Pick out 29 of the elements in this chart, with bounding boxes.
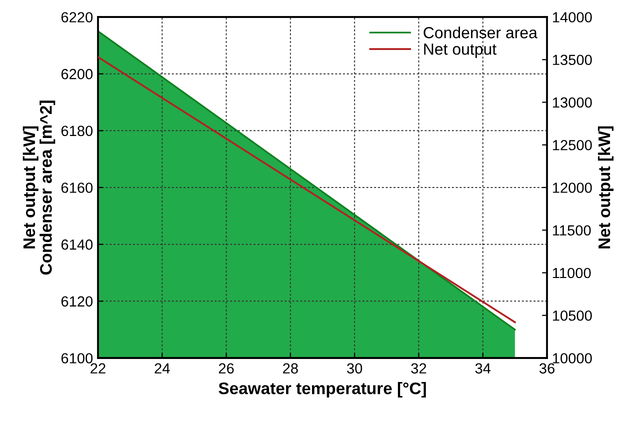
y-tick-label: 6160 <box>61 182 93 193</box>
y-tick-label: 6180 <box>61 126 93 136</box>
x-tick-label: 32 <box>411 363 426 374</box>
x-tick-label: 22 <box>90 363 106 374</box>
x-tick-label: 28 <box>283 363 298 374</box>
y-axis-title: Net output [kW] Condenser area [m^2] <box>22 100 56 275</box>
x-tick-label: 34 <box>475 363 491 374</box>
y2-tick-label: 11500 <box>552 225 591 236</box>
legend-label: Condenser area <box>424 26 538 38</box>
y2-tick-label: 11000 <box>552 268 591 278</box>
y2-tick-label: 12500 <box>552 140 592 150</box>
y-tick-label: 6200 <box>61 68 93 80</box>
y2-tick-label: 13000 <box>552 97 592 108</box>
x-tick-label: 26 <box>218 363 234 374</box>
y-tick-label: 6220 <box>61 12 93 22</box>
x-tick-label: 36 <box>539 363 554 374</box>
y2-tick-label: 10000 <box>552 353 592 364</box>
y2-axis-title: Net output [kW] <box>598 126 614 248</box>
y2-tick-label: 10500 <box>552 310 592 321</box>
x-tick-label: 24 <box>154 363 170 374</box>
legend-label: Net output <box>424 44 496 58</box>
y-tick-label: 6140 <box>61 239 93 250</box>
y-tick-label: 6100 <box>61 353 93 364</box>
x-tick-label: 30 <box>347 363 362 374</box>
y2-tick-label: 13500 <box>552 54 592 66</box>
x-axis-title: Seawater temperature [°C] <box>218 382 426 398</box>
y2-tick-label: 14000 <box>552 12 592 22</box>
y2-tick-label: 12000 <box>552 182 592 193</box>
y-tick-label: 6120 <box>61 296 93 307</box>
